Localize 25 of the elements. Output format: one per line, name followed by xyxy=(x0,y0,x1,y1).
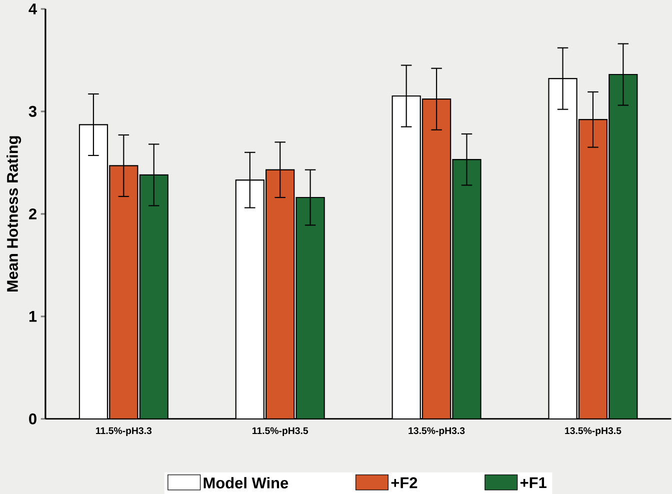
bar xyxy=(422,98,452,419)
bar xyxy=(266,169,295,419)
y-tick-label: 2 xyxy=(28,208,36,220)
bar xyxy=(109,165,138,419)
x-tick-label: 13.5%-pH3.3 xyxy=(408,427,465,436)
bar xyxy=(235,179,264,419)
y-axis-title: Mean Hotness Rating xyxy=(6,136,22,292)
x-tick-label: 13.5%-pH3.5 xyxy=(565,427,622,436)
bar xyxy=(608,74,638,419)
bar xyxy=(548,78,578,419)
x-tick-label: 11.5%-pH3.3 xyxy=(96,427,152,436)
y-tick-label: 3 xyxy=(28,106,36,117)
y-tick-label: 0 xyxy=(29,413,36,424)
bar xyxy=(78,124,108,419)
bar xyxy=(452,158,482,419)
y-tick-label: 4 xyxy=(28,3,37,14)
bar xyxy=(578,118,608,419)
bar xyxy=(139,174,168,419)
legend-label: +F2 xyxy=(391,477,418,488)
bar xyxy=(296,196,325,419)
legend-label: +F1 xyxy=(520,477,546,488)
y-tick-label: 1 xyxy=(29,310,37,322)
x-tick-label: 11.5%-pH3.5 xyxy=(252,427,308,436)
legend-label: Model Wine xyxy=(204,476,288,488)
bar xyxy=(392,95,421,419)
